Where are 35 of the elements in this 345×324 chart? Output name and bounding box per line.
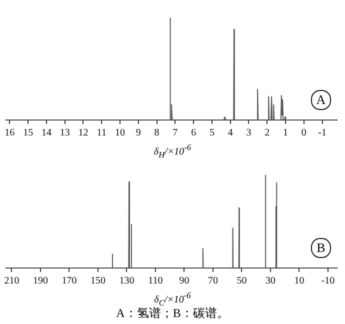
x-tick-label: 10 <box>115 128 126 139</box>
x-tick-label: 130 <box>119 276 134 287</box>
x-tick-label: 1 <box>283 128 288 139</box>
x-axis-title: δ$_{H}$/×10$^{-6}$ <box>152 142 192 160</box>
annotation: B <box>311 238 331 258</box>
x-axis-title: δ$_{C}$/×10$^{-6}$ <box>154 290 192 308</box>
x-tick-label: 4 <box>228 128 233 139</box>
x-tick-label: 16 <box>4 128 15 139</box>
x-tick-label: 5 <box>209 128 214 139</box>
x-tick-label: 3 <box>246 128 252 139</box>
x-tick-label: 8 <box>154 128 160 139</box>
x-tick-label: 110 <box>148 276 163 287</box>
x-tick-label: 12 <box>78 128 88 139</box>
x-tick-label: 30 <box>265 276 276 287</box>
x-tick-label: 150 <box>90 276 106 287</box>
x-tick-label: 70 <box>208 276 218 287</box>
x-tick-label: -10 <box>321 276 335 287</box>
x-tick-label: 13 <box>60 128 70 139</box>
x-tick-label: 2 <box>264 128 270 139</box>
x-tick-label: -1 <box>318 128 326 139</box>
text: A：氢谱；B：碳谱。 <box>115 306 230 321</box>
x-tick-label: 15 <box>23 128 34 139</box>
x-tick-label: 11 <box>96 128 106 139</box>
x-tick-label: 6 <box>191 128 196 139</box>
x-tick-label: 14 <box>41 128 52 139</box>
x-tick-label: 190 <box>32 276 48 287</box>
x-tick-label: 7 <box>172 128 178 139</box>
x-tick-label: 170 <box>62 276 77 287</box>
x-tick-label: 10 <box>294 276 304 287</box>
annotation: A <box>311 90 331 110</box>
x-tick-label: 0 <box>301 128 306 139</box>
x-tick-label: 9 <box>136 128 141 139</box>
x-tick-label: 210 <box>4 276 20 287</box>
x-tick-label: 90 <box>179 276 190 287</box>
x-tick-label: 50 <box>236 276 247 287</box>
